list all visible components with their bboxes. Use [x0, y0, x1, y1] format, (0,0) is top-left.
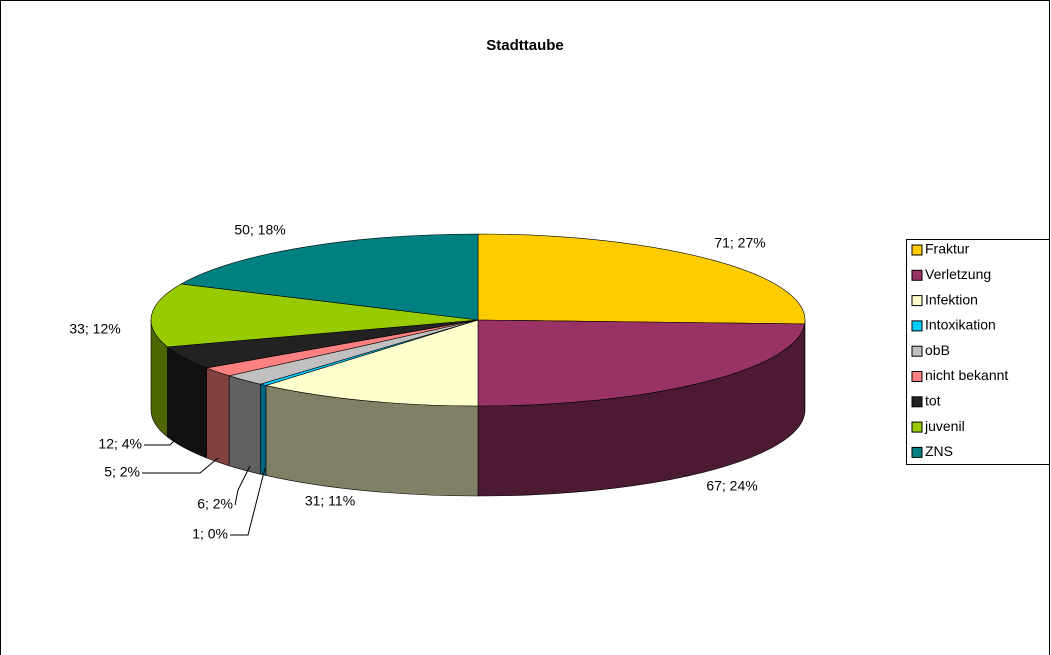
slice-top	[477, 233, 806, 325]
data-label: 33; 12%	[69, 321, 120, 337]
leader-line	[230, 467, 266, 536]
slice-side	[260, 383, 267, 476]
data-label: 50; 18%	[234, 222, 285, 238]
legend-label: tot	[925, 393, 941, 409]
slice-side	[206, 367, 230, 467]
slice-top	[180, 233, 479, 321]
slice-top	[477, 319, 806, 407]
leader-line	[142, 457, 219, 474]
data-label: 12; 4%	[98, 436, 142, 452]
legend-swatch	[911, 371, 923, 382]
chart-title: Stadttaube	[486, 37, 564, 54]
data-label: 67; 24%	[706, 478, 757, 494]
slice-side	[228, 375, 261, 475]
legend-swatch	[911, 269, 923, 281]
legend-label: Fraktur	[925, 241, 970, 257]
legend-swatch	[911, 446, 923, 458]
legend-label: juvenil	[924, 418, 965, 434]
legend-label: Infektion	[925, 291, 978, 307]
legend-swatch	[911, 396, 923, 408]
legend-box	[906, 239, 1050, 465]
legend-label: ZNS	[925, 443, 953, 459]
legend-label: nicht bekannt	[925, 367, 1008, 383]
data-label: 5; 2%	[104, 464, 140, 480]
leader-line	[234, 465, 251, 506]
legend-swatch	[911, 345, 923, 357]
legend-label: obB	[925, 342, 950, 358]
leader-line	[144, 439, 176, 446]
slice-top	[150, 283, 479, 348]
data-label: 31; 11%	[305, 493, 355, 509]
data-label: 1; 0%	[192, 526, 228, 542]
slice-top	[264, 319, 479, 407]
legend-label: Intoxikation	[925, 317, 996, 333]
legend-swatch	[911, 320, 923, 332]
legend-swatch	[911, 295, 923, 307]
legend-label: Verletzung	[925, 266, 991, 282]
data-label: 71; 27%	[714, 235, 765, 251]
legend-swatch	[911, 244, 923, 256]
legend-swatch	[911, 421, 923, 433]
data-label: 6; 2%	[197, 496, 233, 512]
